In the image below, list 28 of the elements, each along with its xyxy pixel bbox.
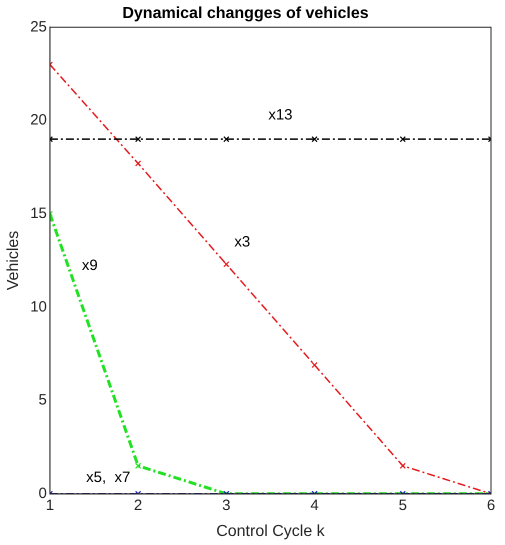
x-tick-label: 4 — [310, 496, 319, 514]
point — [135, 462, 142, 469]
y-tick-label: 25 — [30, 18, 47, 36]
chart-title: Dynamical changges of vehicles — [122, 5, 369, 22]
y-tick-label: 0 — [38, 484, 47, 502]
series-label: x13 — [268, 106, 293, 124]
point — [400, 136, 406, 142]
series-label: x5, x7 — [86, 468, 130, 486]
x-tick-label: 3 — [222, 496, 231, 514]
y-tick-label: 15 — [30, 204, 47, 222]
point — [311, 362, 318, 368]
x-tick-label: 6 — [486, 496, 496, 514]
x-tick-label: 1 — [46, 496, 54, 514]
y-axis-title: Vehicles — [5, 230, 22, 290]
x-axis-title: Control Cycle k — [216, 522, 326, 540]
y-tick-label: 5 — [38, 392, 47, 409]
point — [135, 160, 142, 167]
point — [223, 261, 230, 268]
point — [135, 136, 142, 142]
y-tick-label: 10 — [30, 298, 47, 316]
x-tick-label: 2 — [134, 496, 142, 514]
point — [311, 136, 318, 142]
point — [400, 462, 406, 469]
x-tick-label: 5 — [398, 496, 407, 514]
series-label: x3 — [234, 233, 250, 250]
point — [223, 136, 230, 142]
series-label: x9 — [82, 256, 98, 274]
y-tick-label: 20 — [30, 112, 47, 129]
